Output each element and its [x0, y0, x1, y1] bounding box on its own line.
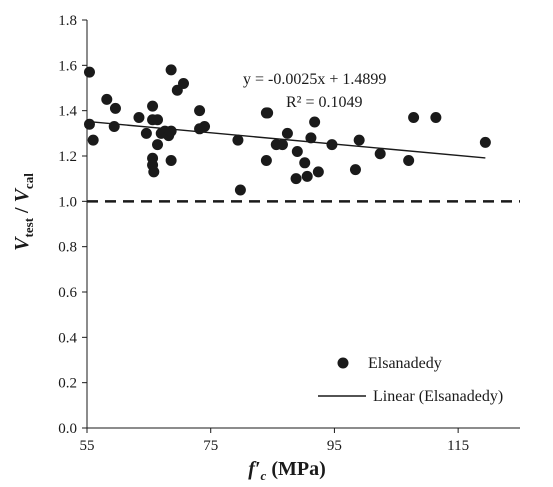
data-point	[152, 139, 164, 151]
trendline-equation: y = -0.0025x + 1.4899	[243, 71, 386, 88]
data-points	[83, 64, 491, 196]
data-point	[165, 125, 177, 137]
data-point	[194, 105, 206, 117]
data-point	[232, 134, 244, 146]
x-axis-title-rest: (MPa)	[266, 458, 325, 480]
legend-label-trendline: Linear (Elsanadedy)	[373, 388, 503, 405]
data-point	[479, 136, 491, 148]
x-tick-label: 95	[327, 438, 342, 454]
legend-label-series: Elsanadedy	[368, 355, 442, 372]
y-tick-label: 1.6	[58, 58, 77, 74]
axes	[86, 20, 520, 429]
x-axis-title: f′c (MPa)	[248, 458, 326, 483]
data-point	[353, 134, 365, 146]
legend: Elsanadedy Linear (Elsanadedy)	[318, 355, 503, 405]
y-tick-label: 1.8	[58, 13, 77, 29]
y-tick-label: 0.8	[58, 240, 77, 256]
y-axis-title-sub2: cal	[21, 173, 36, 189]
y-axis-ticks: 0.0 0.2 0.4 0.6 0.8 1.0 1.2 1.4 1.6 1.8	[58, 13, 87, 437]
data-point	[326, 139, 338, 151]
data-point	[403, 155, 415, 167]
y-tick-label: 1.0	[58, 194, 77, 210]
data-point	[299, 157, 311, 169]
y-tick-label: 0.4	[58, 330, 77, 346]
trendline-r-squared: R² = 0.1049	[286, 94, 363, 111]
data-point	[140, 127, 152, 139]
data-point	[83, 66, 95, 78]
x-axis-ticks: 55 75 95 115	[80, 428, 469, 454]
data-point	[234, 184, 246, 196]
y-axis-title-v1: V	[11, 236, 33, 251]
data-point	[309, 116, 321, 128]
data-point	[152, 114, 164, 126]
data-point	[291, 145, 303, 157]
trendline	[86, 120, 486, 159]
data-point	[312, 166, 324, 178]
legend-marker-circle	[337, 357, 349, 369]
y-tick-label: 0.6	[58, 285, 77, 301]
y-tick-label: 1.2	[58, 149, 77, 165]
data-point	[374, 148, 386, 160]
data-point	[276, 139, 288, 151]
data-point	[349, 164, 361, 176]
y-axis-title-sep: /	[11, 202, 33, 218]
y-tick-label: 0.0	[58, 421, 77, 437]
data-point	[199, 121, 211, 133]
x-tick-label: 75	[203, 438, 218, 454]
data-point	[87, 134, 99, 146]
y-tick-label: 0.2	[58, 376, 77, 392]
data-point	[83, 118, 95, 130]
y-axis-title-v2: V	[11, 187, 33, 202]
y-tick-label: 1.4	[58, 104, 77, 120]
data-point	[430, 111, 442, 123]
x-tick-label: 55	[80, 438, 95, 454]
y-axis-title: Vtest / Vcal	[11, 173, 36, 251]
data-point	[281, 127, 293, 139]
data-point	[165, 64, 177, 76]
x-axis-title-sub: c	[261, 468, 267, 483]
x-tick-label: 115	[447, 438, 469, 454]
data-point	[262, 107, 274, 119]
data-point	[133, 111, 145, 123]
data-point	[408, 111, 420, 123]
data-point	[165, 155, 177, 167]
data-point	[301, 170, 313, 182]
data-point	[290, 173, 302, 185]
x-axis-title-main: f′	[248, 458, 260, 480]
y-axis-title-sub1: test	[21, 217, 36, 237]
data-point	[177, 77, 189, 89]
data-point	[108, 121, 120, 133]
data-point	[109, 102, 121, 114]
data-point	[101, 93, 113, 105]
data-point	[147, 100, 159, 112]
data-point	[148, 166, 160, 178]
data-point	[305, 132, 317, 144]
data-point	[260, 155, 272, 167]
